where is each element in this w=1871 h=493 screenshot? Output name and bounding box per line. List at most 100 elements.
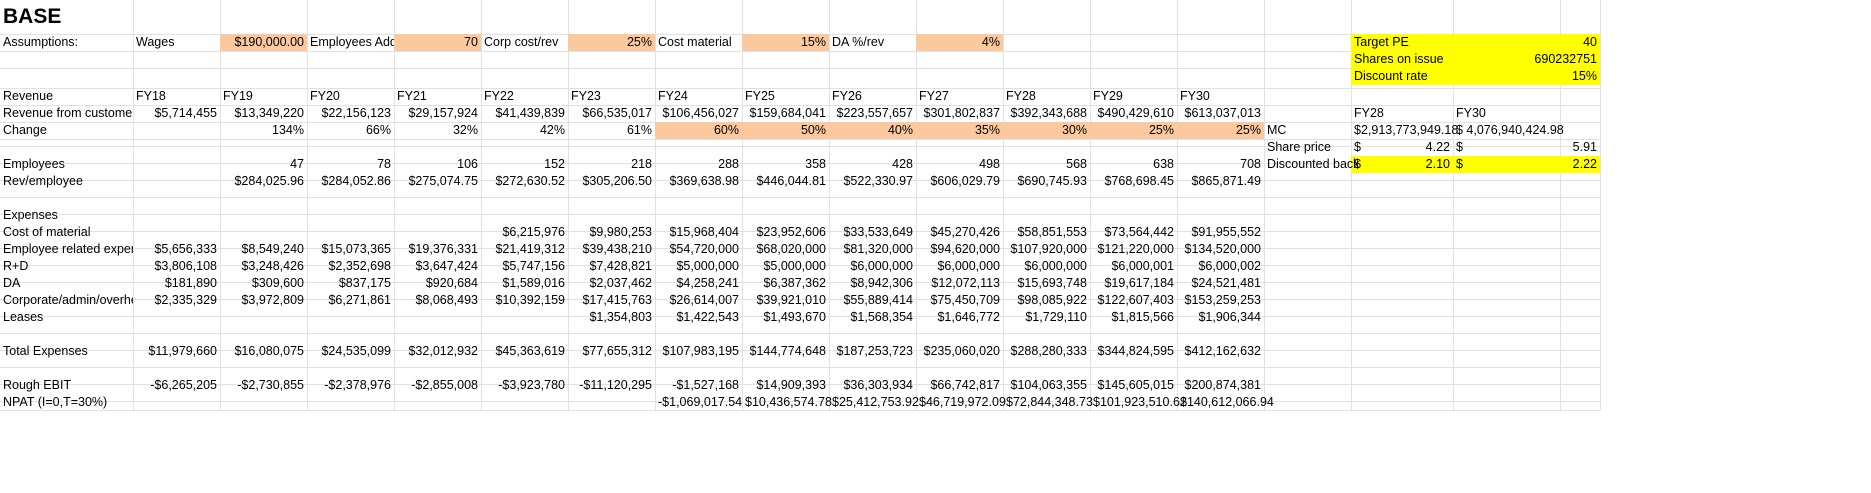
data-cell[interactable]: 30% — [1061, 123, 1087, 137]
data-cell[interactable]: $522,330.97 — [843, 174, 913, 188]
data-cell[interactable]: $10,436,574.78 — [745, 395, 832, 409]
data-cell[interactable]: $24,535,099 — [321, 344, 391, 358]
data-cell[interactable]: $8,549,240 — [241, 242, 304, 256]
data-cell[interactable]: $81,320,000 — [843, 242, 913, 256]
data-cell[interactable]: $235,060,020 — [923, 344, 1000, 358]
data-cell[interactable]: $1,589,016 — [502, 276, 565, 290]
mc-value-fy30[interactable]: $ 4,076,940,424.98 — [1456, 123, 1564, 137]
year-header[interactable]: FY21 — [397, 89, 427, 103]
data-cell[interactable]: $22,156,123 — [321, 106, 391, 120]
assumption-value[interactable]: 25% — [626, 35, 652, 49]
data-cell[interactable]: 78 — [377, 157, 391, 171]
data-cell[interactable]: 42% — [539, 123, 565, 137]
data-cell[interactable]: $8,942,306 — [850, 276, 913, 290]
year-header[interactable]: FY27 — [919, 89, 949, 103]
data-cell[interactable]: $837,175 — [338, 276, 391, 290]
data-cell[interactable]: $153,259,253 — [1184, 293, 1261, 307]
data-cell[interactable]: 40% — [887, 123, 913, 137]
data-cell[interactable]: $134,520,000 — [1184, 242, 1261, 256]
data-cell[interactable]: $13,349,220 — [234, 106, 304, 120]
data-cell[interactable]: $145,605,015 — [1097, 378, 1174, 392]
data-cell[interactable]: 428 — [892, 157, 913, 171]
data-cell[interactable]: $920,684 — [425, 276, 478, 290]
data-cell[interactable]: 60% — [713, 123, 739, 137]
data-cell[interactable]: $9,980,253 — [589, 225, 652, 239]
data-cell[interactable]: -$11,120,295 — [579, 378, 652, 392]
data-cell[interactable]: -$2,730,855 — [237, 378, 304, 392]
target-pe-value[interactable]: 40 — [1583, 35, 1597, 49]
data-cell[interactable]: $36,303,934 — [843, 378, 913, 392]
data-cell[interactable]: $23,952,606 — [756, 225, 826, 239]
data-cell[interactable]: $14,909,393 — [756, 378, 826, 392]
data-cell[interactable]: $32,012,932 — [408, 344, 478, 358]
year-header[interactable]: FY28 — [1006, 89, 1036, 103]
data-cell[interactable]: 25% — [1148, 123, 1174, 137]
data-cell[interactable]: 498 — [979, 157, 1000, 171]
data-cell[interactable]: $865,871.49 — [1191, 174, 1261, 188]
share-price-currency[interactable]: $ — [1354, 140, 1361, 154]
data-cell[interactable]: $68,020,000 — [756, 242, 826, 256]
data-cell[interactable]: $8,068,493 — [415, 293, 478, 307]
data-cell[interactable]: 66% — [365, 123, 391, 137]
year-header[interactable]: FY29 — [1093, 89, 1123, 103]
assumption-value[interactable]: $190,000.00 — [234, 35, 304, 49]
data-cell[interactable]: $21,419,312 — [495, 242, 565, 256]
data-cell[interactable]: $107,983,195 — [662, 344, 739, 358]
data-cell[interactable]: $4,258,241 — [676, 276, 739, 290]
data-cell[interactable]: $5,000,000 — [676, 259, 739, 273]
assumption-label[interactable]: Cost material — [658, 35, 732, 49]
data-cell[interactable]: $45,363,619 — [495, 344, 565, 358]
data-cell[interactable]: -$2,855,008 — [411, 378, 478, 392]
data-cell[interactable]: $6,000,000 — [1024, 259, 1087, 273]
data-cell[interactable]: $181,890 — [164, 276, 217, 290]
assumption-label[interactable]: Employees Adde — [310, 35, 394, 49]
data-cell[interactable]: $5,000,000 — [763, 259, 826, 273]
data-cell[interactable]: $41,439,839 — [495, 106, 565, 120]
data-cell[interactable]: -$1,527,168 — [672, 378, 739, 392]
data-cell[interactable]: $45,270,426 — [930, 225, 1000, 239]
row-label[interactable]: Corporate/admin/overheads — [3, 293, 133, 307]
data-cell[interactable]: $15,968,404 — [669, 225, 739, 239]
data-cell[interactable]: -$1,069,017.54 — [658, 395, 743, 409]
data-cell[interactable]: $26,614,007 — [669, 293, 739, 307]
data-cell[interactable]: $3,806,108 — [154, 259, 217, 273]
valuation-col-fy30[interactable]: FY30 — [1456, 106, 1486, 120]
data-cell[interactable]: 358 — [805, 157, 826, 171]
data-cell[interactable]: $7,428,821 — [589, 259, 652, 273]
shares-value[interactable]: 690232751 — [1534, 52, 1597, 66]
data-cell[interactable]: $29,157,924 — [408, 106, 478, 120]
data-cell[interactable]: $768,698.45 — [1104, 174, 1174, 188]
discounted-back-fy28[interactable]: 2.10 — [1425, 157, 1450, 171]
data-cell[interactable]: 708 — [1240, 157, 1261, 171]
data-cell[interactable]: $1,815,566 — [1111, 310, 1174, 324]
data-cell[interactable]: $6,387,362 — [763, 276, 826, 290]
revenue-header[interactable]: Revenue — [3, 89, 54, 103]
data-cell[interactable]: $39,438,210 — [582, 242, 652, 256]
data-cell[interactable]: $690,745.93 — [1017, 174, 1087, 188]
data-cell[interactable]: $1,422,543 — [676, 310, 739, 324]
data-cell[interactable]: $606,029.79 — [930, 174, 1000, 188]
data-cell[interactable]: $490,429,610 — [1097, 106, 1174, 120]
data-cell[interactable]: $144,774,648 — [749, 344, 826, 358]
data-cell[interactable]: $6,000,000 — [937, 259, 1000, 273]
data-cell[interactable]: $101,923,510.62 — [1093, 395, 1187, 409]
assumptions-label[interactable]: Assumptions: — [3, 35, 79, 49]
year-header[interactable]: FY22 — [484, 89, 514, 103]
data-cell[interactable]: 32% — [452, 123, 478, 137]
row-label[interactable]: R+D — [3, 259, 29, 273]
discount-label[interactable]: Discount rate — [1354, 69, 1428, 83]
year-header[interactable]: FY19 — [223, 89, 253, 103]
data-cell[interactable]: $58,851,553 — [1017, 225, 1087, 239]
target-pe-label[interactable]: Target PE — [1354, 35, 1409, 49]
mc-value-fy28[interactable]: $2,913,773,949.18 — [1354, 123, 1459, 137]
data-cell[interactable]: $2,037,462 — [589, 276, 652, 290]
discounted-back-label[interactable]: Discounted back — [1267, 157, 1360, 171]
data-cell[interactable]: $12,072,113 — [931, 276, 1000, 290]
discount-value[interactable]: 15% — [1571, 69, 1597, 83]
data-cell[interactable]: $272,630.52 — [495, 174, 565, 188]
data-cell[interactable]: $54,720,000 — [669, 242, 739, 256]
row-label[interactable]: NPAT (I=0,T=30%) — [3, 395, 108, 409]
data-cell[interactable]: $19,376,331 — [408, 242, 478, 256]
data-cell[interactable]: $77,655,312 — [582, 344, 652, 358]
data-cell[interactable]: $1,354,803 — [589, 310, 652, 324]
